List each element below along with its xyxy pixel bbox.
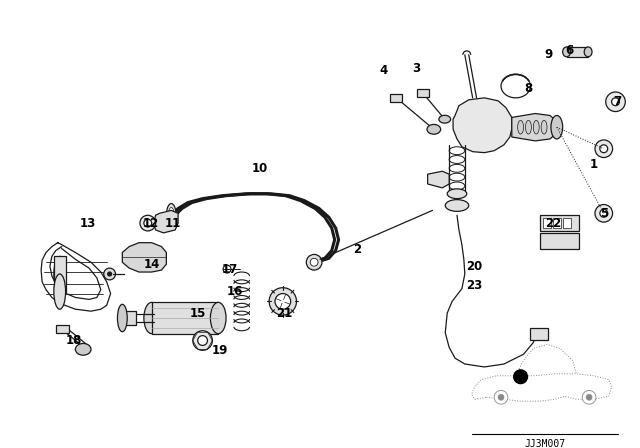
Ellipse shape — [525, 121, 531, 134]
Circle shape — [198, 336, 207, 345]
Ellipse shape — [211, 302, 226, 334]
Ellipse shape — [76, 344, 91, 355]
Polygon shape — [154, 211, 178, 233]
Text: 1: 1 — [590, 158, 598, 171]
Bar — [543, 218, 551, 228]
Circle shape — [140, 215, 156, 231]
Circle shape — [494, 391, 508, 404]
Polygon shape — [390, 94, 402, 102]
Circle shape — [104, 268, 115, 280]
Text: 7: 7 — [613, 95, 621, 108]
Circle shape — [269, 288, 296, 315]
Text: 10: 10 — [252, 162, 268, 175]
Text: 18: 18 — [65, 334, 81, 347]
Text: 22: 22 — [545, 216, 561, 230]
Circle shape — [600, 209, 608, 217]
Text: 2: 2 — [353, 243, 361, 256]
Text: 21: 21 — [276, 306, 292, 319]
Ellipse shape — [518, 121, 524, 134]
Circle shape — [600, 145, 608, 153]
Text: 23: 23 — [467, 279, 483, 292]
Text: 12: 12 — [143, 216, 159, 230]
Circle shape — [310, 258, 318, 266]
Ellipse shape — [144, 302, 159, 334]
Ellipse shape — [166, 203, 176, 227]
Ellipse shape — [427, 125, 441, 134]
Bar — [56, 325, 70, 333]
Bar — [531, 328, 548, 340]
Text: 20: 20 — [467, 260, 483, 273]
Text: 6: 6 — [565, 44, 573, 57]
Circle shape — [595, 140, 612, 158]
Text: 8: 8 — [524, 82, 532, 95]
Circle shape — [144, 219, 152, 227]
Bar — [540, 215, 579, 231]
Bar — [124, 311, 136, 325]
Circle shape — [498, 394, 504, 400]
Text: 9: 9 — [545, 48, 553, 61]
Ellipse shape — [584, 47, 592, 57]
Circle shape — [612, 98, 620, 106]
Polygon shape — [428, 171, 449, 188]
Ellipse shape — [541, 121, 547, 134]
Circle shape — [605, 92, 625, 112]
Ellipse shape — [54, 274, 65, 309]
Circle shape — [582, 391, 596, 404]
Text: 16: 16 — [227, 285, 243, 298]
Text: 11: 11 — [165, 216, 181, 230]
Circle shape — [275, 293, 291, 309]
Ellipse shape — [307, 254, 322, 270]
Circle shape — [595, 205, 612, 222]
Polygon shape — [122, 243, 166, 272]
Text: 19: 19 — [212, 344, 228, 357]
Bar — [54, 256, 65, 292]
Text: 14: 14 — [143, 258, 160, 271]
Text: 4: 4 — [380, 64, 388, 77]
Bar — [563, 218, 570, 228]
Ellipse shape — [533, 121, 539, 134]
Ellipse shape — [439, 115, 451, 123]
Bar — [566, 47, 588, 57]
Text: 13: 13 — [80, 216, 96, 230]
Circle shape — [108, 272, 111, 276]
Ellipse shape — [563, 47, 570, 57]
Bar — [152, 302, 218, 334]
Circle shape — [193, 331, 212, 350]
Ellipse shape — [168, 207, 174, 223]
Ellipse shape — [551, 116, 563, 139]
Text: JJ3M007: JJ3M007 — [525, 439, 566, 448]
Text: 15: 15 — [189, 306, 206, 319]
Polygon shape — [453, 98, 512, 153]
Ellipse shape — [54, 256, 65, 292]
Text: 3: 3 — [412, 62, 420, 75]
Ellipse shape — [447, 189, 467, 198]
Circle shape — [586, 394, 592, 400]
Text: 17: 17 — [222, 263, 238, 276]
Text: 5: 5 — [600, 207, 608, 220]
Bar — [553, 218, 561, 228]
Polygon shape — [512, 113, 557, 141]
Bar — [540, 233, 579, 249]
Ellipse shape — [118, 304, 127, 332]
Ellipse shape — [445, 200, 468, 211]
Polygon shape — [417, 89, 429, 97]
Circle shape — [514, 370, 527, 383]
